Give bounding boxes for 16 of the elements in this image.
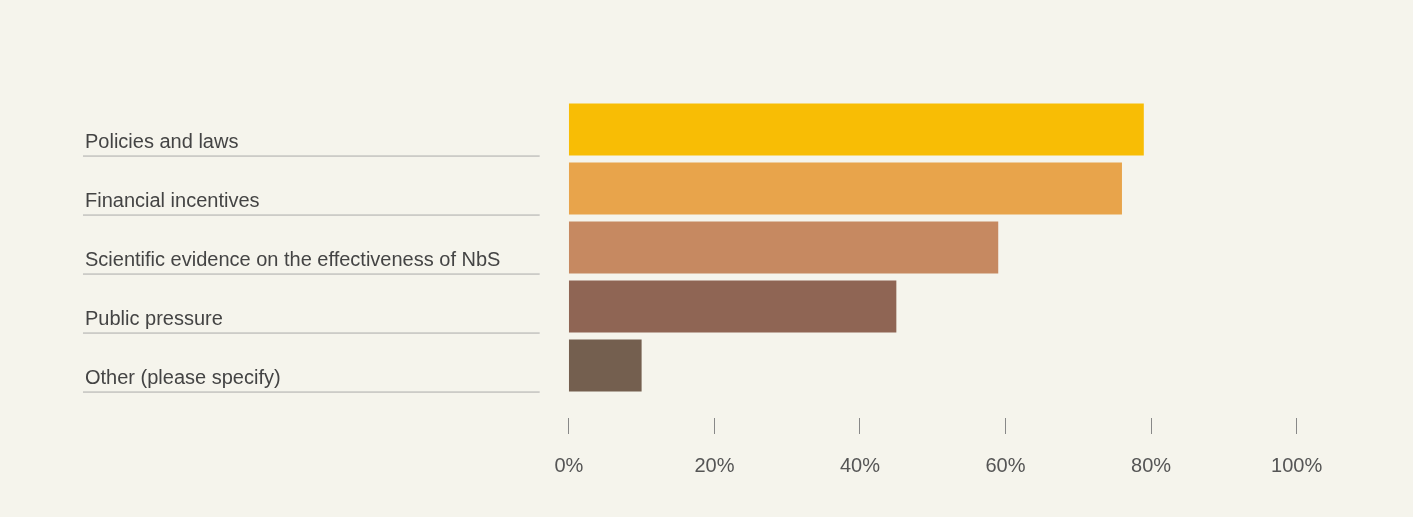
y-tick-label: Financial incentives (85, 189, 260, 211)
bar (568, 280, 897, 333)
x-tick-label: 40% (839, 454, 881, 476)
y-tick-label: Other (please specify) (85, 366, 281, 388)
bar (568, 339, 642, 392)
x-tick-label: 0% (554, 454, 584, 476)
x-tick-label: 20% (694, 454, 735, 476)
y-tick-label: Policies and laws (85, 130, 239, 152)
x-tick-label: 60% (985, 454, 1026, 476)
y-tick-label: Scientific evidence on the effectiveness of NbS (85, 248, 501, 270)
bar (568, 221, 999, 274)
y-tick-label: Public pressure (85, 307, 223, 329)
bar (568, 103, 1144, 156)
x-tick-label: 100% (1271, 454, 1323, 476)
bar (568, 162, 1122, 215)
x-tick-label: 80% (1131, 454, 1172, 476)
